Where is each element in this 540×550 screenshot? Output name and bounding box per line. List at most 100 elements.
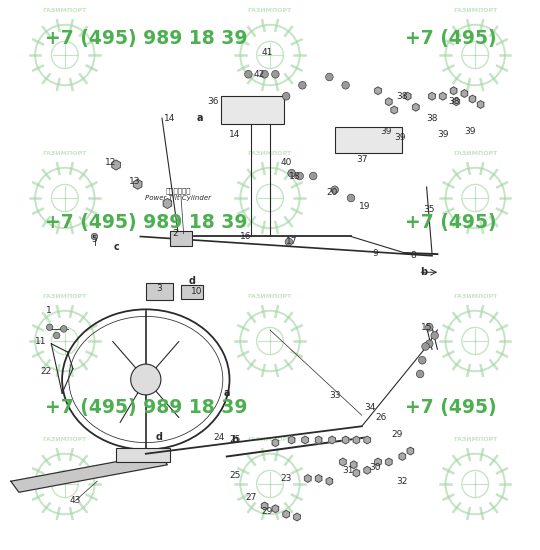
Text: 29: 29 <box>391 430 403 439</box>
Text: a: a <box>224 388 230 398</box>
Text: +7 (495) 989 18 39: +7 (495) 989 18 39 <box>45 213 247 232</box>
Text: d: d <box>156 432 163 442</box>
Circle shape <box>416 370 424 378</box>
Text: 2: 2 <box>173 229 178 238</box>
Polygon shape <box>315 436 322 444</box>
Text: 43: 43 <box>70 496 82 505</box>
Polygon shape <box>429 92 435 100</box>
Text: 25: 25 <box>229 436 241 444</box>
Polygon shape <box>391 106 397 114</box>
Text: 23: 23 <box>280 474 292 483</box>
Bar <box>146 283 173 300</box>
Polygon shape <box>283 510 289 518</box>
Polygon shape <box>288 436 295 444</box>
Polygon shape <box>353 436 360 444</box>
Text: ГАЗИМПОРТ: ГАЗИМПОРТ <box>43 8 87 13</box>
Text: 34: 34 <box>364 403 376 411</box>
Text: 38: 38 <box>448 97 460 106</box>
Polygon shape <box>386 458 392 466</box>
Text: 38: 38 <box>426 114 438 123</box>
Text: +7 (495): +7 (495) <box>405 213 497 232</box>
Text: ГАЗИМПОРТ: ГАЗИМПОРТ <box>43 294 87 299</box>
Polygon shape <box>453 98 460 106</box>
Text: a: a <box>197 113 203 123</box>
Text: 39: 39 <box>380 128 392 136</box>
Polygon shape <box>315 475 322 482</box>
Circle shape <box>261 70 268 78</box>
Polygon shape <box>440 92 446 100</box>
Polygon shape <box>461 90 468 97</box>
Polygon shape <box>133 179 142 189</box>
Polygon shape <box>163 199 172 208</box>
Text: 39: 39 <box>464 128 476 136</box>
Polygon shape <box>404 92 411 100</box>
Bar <box>116 448 170 462</box>
Text: 11: 11 <box>35 337 46 345</box>
Text: ГАЗИМПОРТ: ГАЗИМПОРТ <box>453 8 497 13</box>
Text: 14: 14 <box>164 114 176 123</box>
Polygon shape <box>272 505 279 513</box>
Circle shape <box>282 92 290 100</box>
Text: 10: 10 <box>191 287 203 296</box>
Text: 12: 12 <box>105 158 117 167</box>
Polygon shape <box>272 439 279 447</box>
Polygon shape <box>364 436 370 444</box>
Polygon shape <box>469 95 476 103</box>
Circle shape <box>288 169 295 177</box>
Polygon shape <box>305 475 311 482</box>
Text: ГАЗИМПОРТ: ГАЗИМПОРТ <box>248 437 292 442</box>
Text: 18: 18 <box>288 172 300 180</box>
Text: 16: 16 <box>240 232 252 241</box>
Circle shape <box>53 332 60 339</box>
Text: ГАЗИМПОРТ: ГАЗИМПОРТ <box>43 151 87 156</box>
Text: 26: 26 <box>375 414 387 422</box>
Text: 42: 42 <box>254 70 265 79</box>
Text: 17: 17 <box>286 238 298 246</box>
Polygon shape <box>340 458 346 466</box>
Circle shape <box>46 324 53 331</box>
Text: +7 (495) 989 18 39: +7 (495) 989 18 39 <box>45 29 247 48</box>
Polygon shape <box>375 87 381 95</box>
Polygon shape <box>353 469 360 477</box>
Text: 35: 35 <box>423 205 435 213</box>
Polygon shape <box>294 513 300 521</box>
Text: 5: 5 <box>92 235 97 244</box>
Circle shape <box>309 172 317 180</box>
Polygon shape <box>450 87 457 95</box>
Text: 40: 40 <box>280 158 292 167</box>
Text: ГАЗИМПОРТ: ГАЗИМПОРТ <box>43 437 87 442</box>
Bar <box>335 126 402 153</box>
Polygon shape <box>386 98 392 106</box>
Circle shape <box>296 172 303 180</box>
Text: 37: 37 <box>356 155 368 164</box>
Text: 31: 31 <box>342 466 354 475</box>
Circle shape <box>131 364 161 395</box>
Circle shape <box>422 343 429 350</box>
Circle shape <box>426 340 433 348</box>
Circle shape <box>331 186 339 194</box>
Circle shape <box>418 356 426 364</box>
Text: 41: 41 <box>261 48 273 57</box>
Text: ГАЗИМПОРТ: ГАЗИМПОРТ <box>248 151 292 156</box>
Text: ГАЗИМПОРТ: ГАЗИМПОРТ <box>248 294 292 299</box>
Text: 8: 8 <box>410 251 416 260</box>
Text: 30: 30 <box>369 463 381 472</box>
Polygon shape <box>261 502 268 510</box>
Polygon shape <box>399 453 406 460</box>
Polygon shape <box>342 436 349 444</box>
Circle shape <box>431 332 438 339</box>
Text: 38: 38 <box>396 92 408 101</box>
Text: ГАЗИМПОРТ: ГАЗИМПОРТ <box>453 437 497 442</box>
Text: 15: 15 <box>421 323 433 332</box>
Polygon shape <box>364 466 370 474</box>
Text: +7 (495): +7 (495) <box>405 29 497 48</box>
Text: 14: 14 <box>229 130 241 139</box>
Polygon shape <box>112 160 120 170</box>
Circle shape <box>347 194 355 202</box>
Circle shape <box>342 81 349 89</box>
Circle shape <box>326 73 333 81</box>
Polygon shape <box>375 458 381 466</box>
Text: ГАЗИМПОРТ: ГАЗИМПОРТ <box>248 8 292 13</box>
Text: +7 (495) 989 18 39: +7 (495) 989 18 39 <box>45 398 247 416</box>
Text: 39: 39 <box>437 130 449 139</box>
